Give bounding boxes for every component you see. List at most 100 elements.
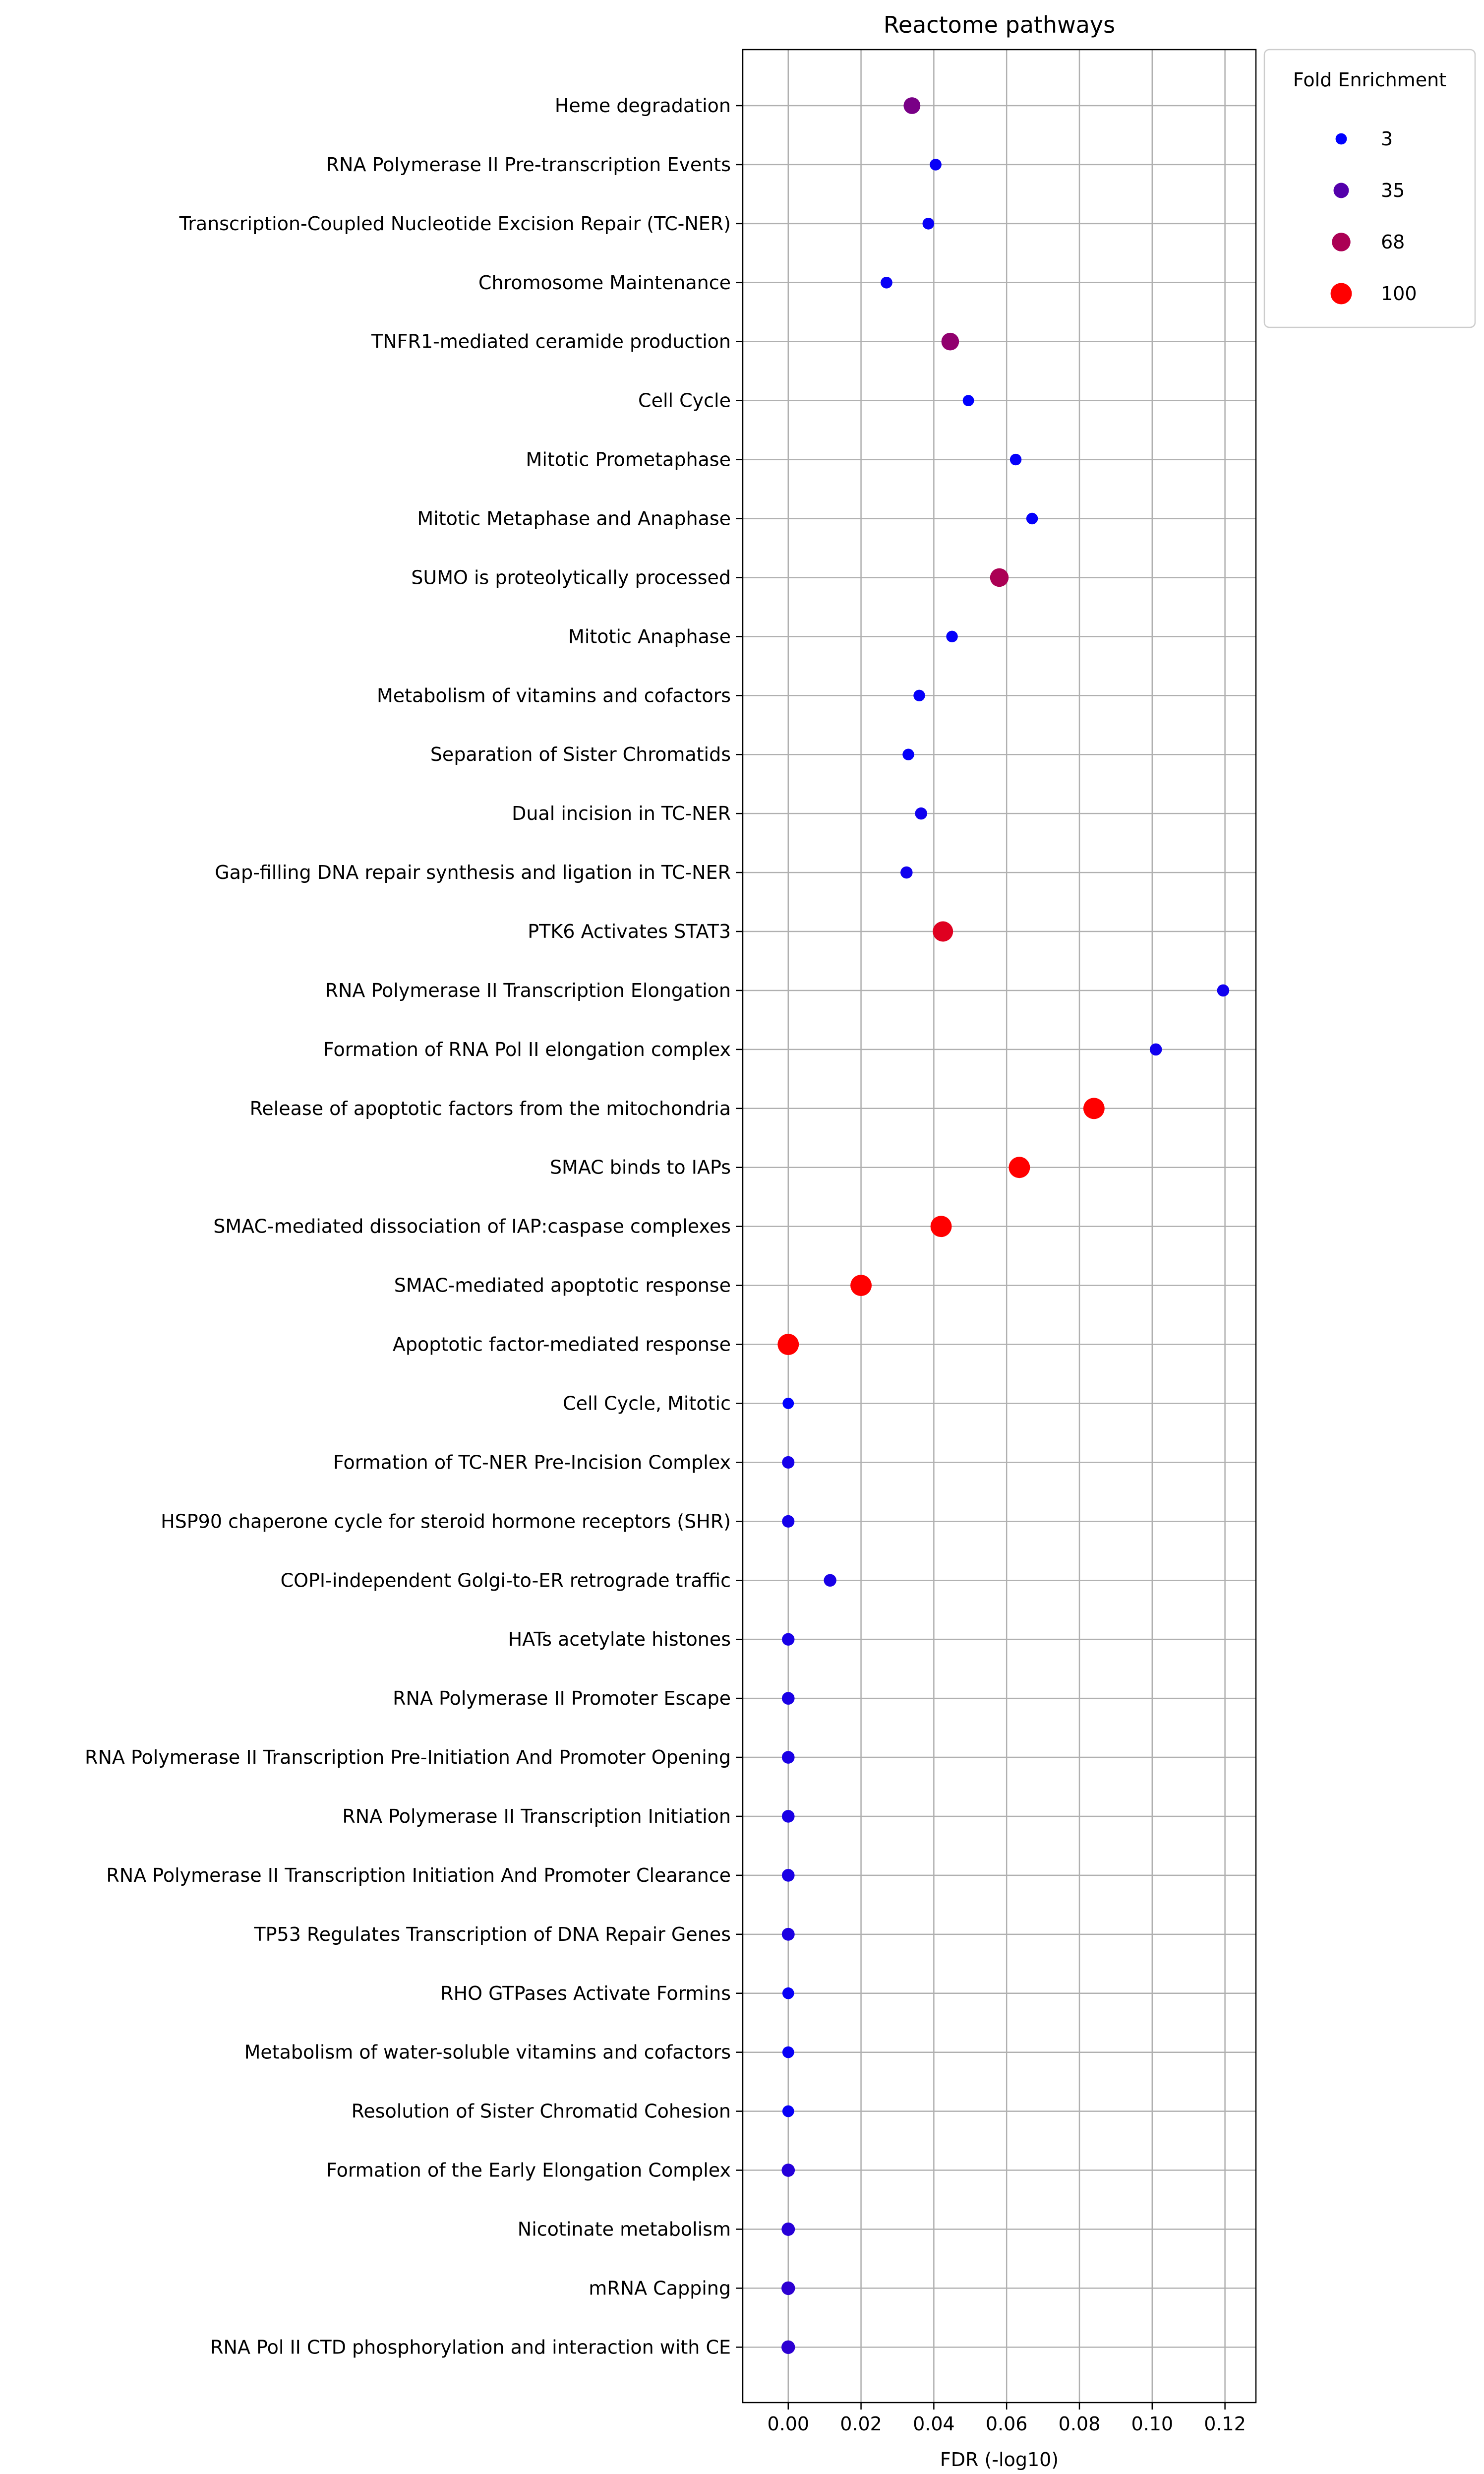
y-tick-label: SUMO is proteolytically processed [411, 566, 731, 588]
y-tick-label: mRNA Capping [589, 2277, 731, 2299]
y-tick-label: Heme degradation [555, 95, 731, 117]
data-point [933, 921, 953, 942]
data-point [941, 332, 959, 351]
data-point [915, 807, 927, 820]
data-point [1009, 1157, 1030, 1178]
x-axis: 0.00 0.02 0.04 0.06 0.08 0.10 0.12 [767, 2403, 1246, 2435]
legend-box [1263, 49, 1476, 328]
data-point [781, 2223, 795, 2236]
x-tick-label: 0.04 [913, 2413, 955, 2435]
legend-marker [1333, 183, 1349, 198]
data-point [777, 1334, 799, 1355]
data-point [782, 1456, 795, 1469]
chart-title: Reactome pathways [884, 11, 1115, 38]
data-point [1009, 453, 1022, 466]
y-tick-label: Gap-filling DNA repair synthesis and lig… [215, 862, 731, 883]
y-tick-label: RNA Polymerase II Transcription Initiati… [106, 1864, 731, 1886]
y-tick-label: Dual incision in TC-NER [512, 803, 731, 824]
y-tick-label: SMAC-mediated dissociation of IAP:caspas… [213, 1216, 731, 1237]
legend-entry-label: 3 [1381, 128, 1393, 150]
y-axis: Heme degradation RNA Polymerase II Pre-tr… [85, 95, 743, 2358]
data-points [777, 97, 1230, 2354]
data-point [913, 689, 925, 702]
data-point [902, 748, 914, 760]
y-tick-label: HSP90 chaperone cycle for steroid hormon… [161, 1510, 731, 1532]
y-tick-label: Cell Cycle [638, 390, 731, 412]
data-point [1217, 984, 1230, 997]
data-point [781, 2340, 795, 2354]
data-point [781, 2164, 795, 2177]
data-point [824, 1574, 836, 1587]
data-point [850, 1275, 872, 1297]
data-point [782, 1987, 794, 1999]
y-tick-label: Resolution of Sister Chromatid Cohesion [352, 2101, 731, 2122]
data-point [781, 1751, 795, 1764]
y-tick-label: Mitotic Anaphase [568, 625, 731, 647]
y-tick-label: Formation of the Early Elongation Comple… [326, 2160, 731, 2181]
y-tick-label: Mitotic Prometaphase [526, 449, 731, 471]
y-tick-label: RNA Polymerase II Transcription Pre-Init… [85, 1746, 731, 1768]
legend-marker [1330, 283, 1352, 305]
data-point [782, 1398, 794, 1409]
x-axis-label: FDR (-log10) [940, 2449, 1059, 2471]
data-point [903, 97, 921, 114]
x-tick-label: 0.10 [1131, 2413, 1173, 2435]
y-tick-label: Apoptotic factor-mediated response [393, 1334, 731, 1356]
data-point [881, 276, 892, 289]
y-tick-label: Chromosome Maintenance [478, 272, 731, 294]
y-tick-label: Formation of RNA Pol II elongation compl… [323, 1039, 731, 1060]
data-point [781, 2281, 795, 2295]
data-point [782, 2046, 794, 2058]
y-tick-label: HATs acetylate histones [508, 1628, 731, 1650]
legend: Fold Enrichment 3 35 68 100 [1263, 49, 1476, 328]
legend-entry-label: 68 [1381, 231, 1405, 253]
y-tick-label: TNFR1-mediated ceramide production [371, 331, 731, 353]
x-tick-label: 0.12 [1204, 2413, 1246, 2435]
data-point [922, 218, 935, 230]
data-point [781, 1810, 795, 1823]
y-tick-label: RNA Polymerase II Promoter Escape [393, 1687, 731, 1709]
y-tick-label: Transcription-Coupled Nucleotide Excisio… [179, 213, 731, 235]
data-point [782, 1633, 795, 1646]
y-tick-label: Mitotic Metaphase and Anaphase [417, 508, 731, 530]
y-tick-label: RHO GTPases Activate Formins [440, 1982, 731, 2004]
legend-marker [1332, 233, 1351, 251]
y-tick-label: Nicotinate metabolism [518, 2218, 731, 2240]
legend-title: Fold Enrichment [1293, 69, 1446, 91]
data-point [782, 2105, 794, 2117]
y-tick-label: PTK6 Activates STAT3 [528, 921, 731, 942]
data-point [781, 1927, 795, 1941]
y-tick-label: Release of apoptotic factors from the mi… [250, 1098, 731, 1119]
y-tick-label: RNA Polymerase II Pre-transcription Even… [326, 154, 731, 176]
y-tick-label: COPI-independent Golgi-to-ER retrograde … [281, 1569, 731, 1591]
data-point [782, 1515, 795, 1528]
data-point [930, 1216, 952, 1237]
data-point [1083, 1098, 1105, 1119]
data-point [1149, 1043, 1162, 1056]
data-point [946, 630, 958, 643]
legend-marker [1335, 133, 1347, 145]
y-tick-label: RNA Pol II CTD phosphorylation and inter… [210, 2336, 731, 2358]
y-tick-label: Metabolism of water-soluble vitamins and… [244, 2041, 731, 2063]
y-tick-label: RNA Polymerase II Transcription Initiati… [342, 1805, 731, 1827]
legend-entry-label: 35 [1381, 180, 1405, 201]
y-tick-label: RNA Polymerase II Transcription Elongati… [325, 980, 731, 1001]
x-tick-label: 0.06 [986, 2413, 1028, 2435]
legend-entry-label: 100 [1381, 283, 1417, 305]
data-point [781, 1692, 795, 1705]
data-point [930, 159, 942, 171]
y-tick-label: Cell Cycle, Mitotic [563, 1392, 731, 1414]
x-tick-label: 0.00 [767, 2413, 809, 2435]
data-point [900, 866, 913, 879]
y-tick-label: Metabolism of vitamins and cofactors [377, 684, 731, 706]
y-tick-label: Separation of Sister Chromatids [430, 743, 731, 765]
data-point [781, 1869, 795, 1882]
data-point [962, 395, 974, 407]
y-tick-label: SMAC-mediated apoptotic response [394, 1275, 731, 1297]
data-point [990, 568, 1009, 587]
x-tick-label: 0.02 [840, 2413, 882, 2435]
data-point [1026, 512, 1038, 525]
y-tick-label: SMAC binds to IAPs [550, 1157, 731, 1178]
